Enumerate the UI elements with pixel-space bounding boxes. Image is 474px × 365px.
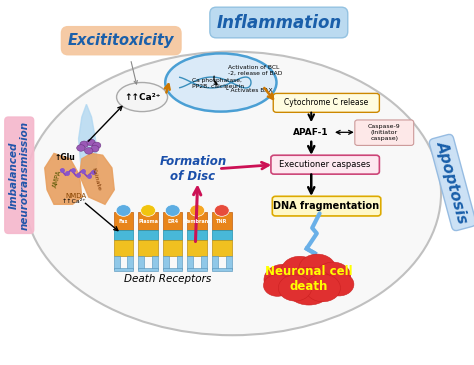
FancyBboxPatch shape <box>188 239 207 256</box>
Circle shape <box>77 145 85 151</box>
Circle shape <box>80 141 88 147</box>
FancyBboxPatch shape <box>188 212 207 230</box>
Circle shape <box>214 205 229 216</box>
FancyBboxPatch shape <box>128 256 133 269</box>
FancyBboxPatch shape <box>273 196 381 216</box>
Circle shape <box>278 275 312 301</box>
FancyBboxPatch shape <box>212 268 231 271</box>
FancyBboxPatch shape <box>188 268 207 271</box>
FancyBboxPatch shape <box>114 212 133 230</box>
Circle shape <box>315 262 351 290</box>
Text: ↑Glu: ↑Glu <box>55 153 75 162</box>
Text: ↑↑Ca²⁺: ↑↑Ca²⁺ <box>62 199 86 204</box>
FancyBboxPatch shape <box>138 268 158 271</box>
Text: Ca phosphatase,
PP2B, calcineurin: Ca phosphatase, PP2B, calcineurin <box>191 78 244 89</box>
Text: ↑↑Ca²⁺: ↑↑Ca²⁺ <box>124 93 160 101</box>
FancyBboxPatch shape <box>212 230 231 239</box>
Text: Activation of BCL
-2, release of BAD: Activation of BCL -2, release of BAD <box>228 65 282 76</box>
FancyBboxPatch shape <box>176 256 182 269</box>
Circle shape <box>91 145 99 152</box>
FancyBboxPatch shape <box>138 212 158 230</box>
Circle shape <box>190 205 205 216</box>
Circle shape <box>285 267 333 305</box>
Ellipse shape <box>117 82 168 112</box>
FancyBboxPatch shape <box>138 256 144 269</box>
FancyBboxPatch shape <box>138 239 158 256</box>
Text: Membrane: Membrane <box>182 219 212 223</box>
FancyBboxPatch shape <box>212 212 231 230</box>
FancyBboxPatch shape <box>114 256 119 269</box>
Text: Neuronal cell
death: Neuronal cell death <box>265 265 353 293</box>
Circle shape <box>299 254 336 283</box>
FancyBboxPatch shape <box>163 268 182 271</box>
Text: DNA fragmentation: DNA fragmentation <box>273 201 380 211</box>
FancyBboxPatch shape <box>201 256 207 269</box>
FancyBboxPatch shape <box>271 155 379 174</box>
FancyBboxPatch shape <box>163 256 169 269</box>
Text: Apoptosis: Apoptosis <box>434 139 471 226</box>
FancyBboxPatch shape <box>355 120 414 145</box>
Ellipse shape <box>165 53 276 112</box>
Ellipse shape <box>24 51 441 335</box>
FancyBboxPatch shape <box>273 93 379 112</box>
Text: Excititoxicity: Excititoxicity <box>68 33 174 48</box>
Text: └ Activates BAX: └ Activates BAX <box>225 87 272 93</box>
Polygon shape <box>80 153 114 204</box>
Text: TNR: TNR <box>216 219 228 223</box>
Text: Formation
of Disc: Formation of Disc <box>159 155 227 183</box>
FancyBboxPatch shape <box>212 239 231 256</box>
Text: APAF-1: APAF-1 <box>293 128 329 137</box>
Text: DR4: DR4 <box>167 219 178 223</box>
Circle shape <box>281 256 318 285</box>
FancyBboxPatch shape <box>188 230 207 239</box>
Circle shape <box>305 274 340 302</box>
Text: Kainate: Kainate <box>90 167 101 191</box>
Text: Executioner caspases: Executioner caspases <box>280 160 371 169</box>
FancyBboxPatch shape <box>212 256 218 269</box>
Text: Fas: Fas <box>119 219 128 223</box>
FancyBboxPatch shape <box>114 268 133 271</box>
FancyBboxPatch shape <box>226 256 231 269</box>
Text: NMDA: NMDA <box>66 193 87 199</box>
Text: Cytochrome C release: Cytochrome C release <box>284 99 368 107</box>
Circle shape <box>324 273 354 296</box>
FancyBboxPatch shape <box>163 230 182 239</box>
Circle shape <box>141 205 155 216</box>
Polygon shape <box>79 104 97 179</box>
Circle shape <box>116 205 131 216</box>
FancyBboxPatch shape <box>188 256 193 269</box>
FancyBboxPatch shape <box>163 212 182 230</box>
Text: Inflammation: Inflammation <box>216 14 341 31</box>
FancyBboxPatch shape <box>114 230 133 239</box>
Circle shape <box>84 147 93 154</box>
Circle shape <box>165 205 180 216</box>
Text: AMPA: AMPA <box>52 169 63 188</box>
Text: Death Receptors: Death Receptors <box>124 274 211 284</box>
Polygon shape <box>45 153 82 204</box>
Text: Plasma: Plasma <box>138 219 158 223</box>
FancyBboxPatch shape <box>138 230 158 239</box>
FancyBboxPatch shape <box>152 256 158 269</box>
FancyBboxPatch shape <box>114 239 133 256</box>
Circle shape <box>264 264 303 295</box>
Text: Imbalanced
neurotransmission: Imbalanced neurotransmission <box>9 121 30 230</box>
Circle shape <box>264 274 292 296</box>
Circle shape <box>92 142 101 149</box>
Text: Caspase-9
(Initiator
caspase): Caspase-9 (Initiator caspase) <box>368 124 401 141</box>
FancyBboxPatch shape <box>163 239 182 256</box>
Circle shape <box>87 139 95 146</box>
